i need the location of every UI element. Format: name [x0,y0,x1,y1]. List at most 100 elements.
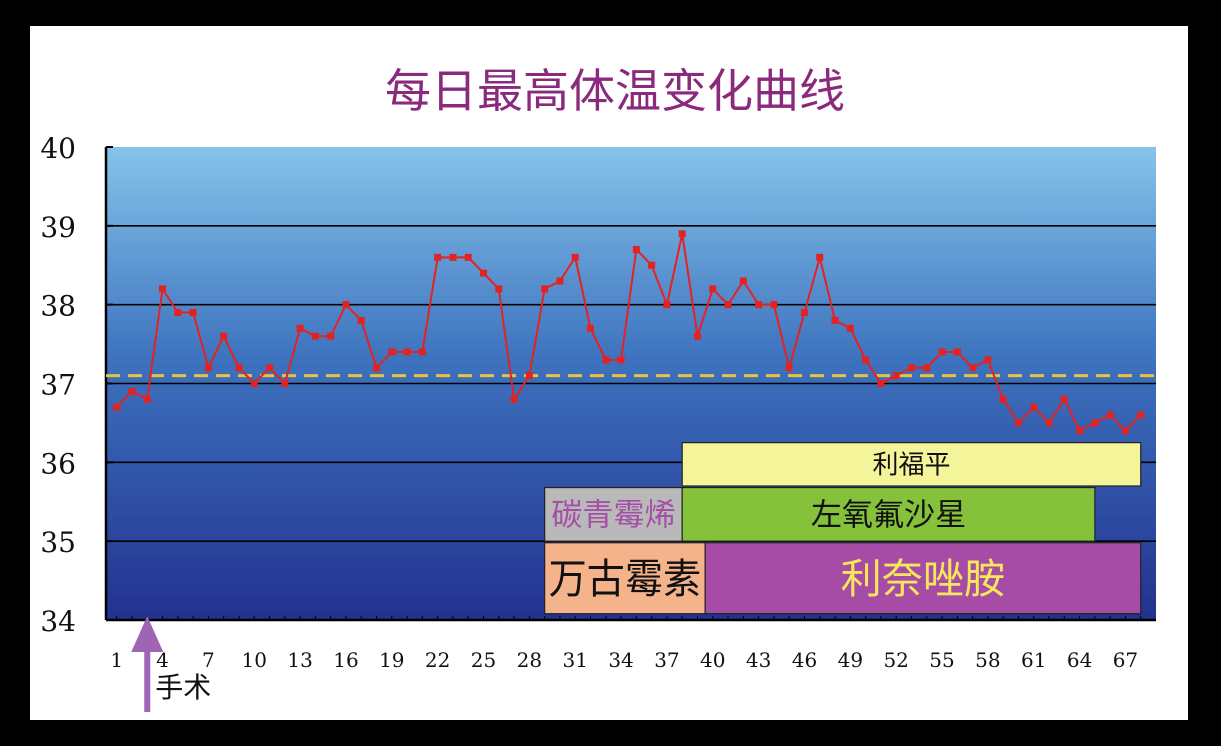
data-point [143,395,151,403]
data-point [1076,427,1084,435]
data-point [831,316,839,324]
drug-bar-fill [681,486,1096,542]
data-point [556,277,564,285]
data-point [770,301,778,309]
y-axis: 34 35 36 37 38 39 40 [40,132,113,638]
drug-bar-fill [681,442,1142,487]
data-point [525,372,533,380]
data-point [296,324,304,332]
data-point [617,356,625,364]
data-point [571,253,579,261]
data-point [663,301,671,309]
drug-bar: 利福平 [681,442,1142,487]
surgery-arrow-icon [131,616,164,652]
drug-bar: 左氧氟沙星 [681,486,1096,542]
x-tick-label: 10 [242,648,267,672]
data-point [999,395,1007,403]
data-point [281,380,289,387]
data-point [250,380,258,387]
drug-bar-fill [544,542,706,615]
data-point [235,364,243,372]
chart-title: 每日最高体温变化曲线 [385,64,845,118]
data-point [189,309,197,317]
temperature-chart: 每日最高体温变化曲线 34 35 36 37 38 39 40 1 4 7 10 13 16 19 22 2… [40,64,1156,712]
x-tick-label: 16 [333,648,358,672]
data-point [480,269,488,277]
data-point [327,332,335,340]
data-point [785,364,793,372]
data-point [373,364,381,372]
x-tick-label: 58 [975,648,1000,672]
data-point [311,332,319,340]
data-point [357,316,365,324]
data-point [464,253,472,261]
data-point [724,301,732,309]
data-point [816,253,824,261]
x-tick-label: 46 [792,648,817,672]
drug-bar-label: 左氧氟沙星 [811,498,966,534]
surgery-arrow-shaft [144,646,151,712]
data-point [969,364,977,372]
x-tick-label: 28 [517,648,542,672]
data-point [113,403,121,411]
data-point [953,348,961,356]
data-point [220,332,228,340]
x-tick-label: 52 [883,648,908,672]
data-point [678,230,686,238]
data-point [923,364,931,372]
x-tick-label: 34 [608,648,633,672]
data-point [495,285,503,293]
data-point [128,387,136,395]
x-tick-label: 67 [1113,648,1138,672]
x-tick-label: 37 [654,648,679,672]
data-point [418,348,426,356]
data-point [1121,427,1129,435]
x-tick-label: 55 [929,648,954,672]
data-point [984,356,992,364]
y-tick-label: 38 [40,290,76,323]
x-tick-label: 43 [746,648,771,672]
x-tick-label: 4 [156,648,169,672]
data-point [1137,411,1145,419]
x-tick-label: 49 [838,648,863,672]
data-point [877,380,885,387]
data-point [541,285,549,293]
x-tick-label: 25 [471,648,496,672]
data-point [907,364,915,372]
data-point [739,277,747,285]
data-point [510,395,518,403]
x-tick-label: 19 [379,648,404,672]
data-point [1091,419,1099,427]
x-axis: 1 4 7 10 13 16 19 22 25 28 31 34 37 40 43 46 49 52 55 58 61 6… [106,616,1156,672]
x-tick-label: 7 [202,648,215,672]
drug-bar-fill [704,542,1142,615]
data-point [1014,419,1022,427]
data-point [159,285,167,293]
chart-frame: 每日最高体温变化曲线 34 35 36 37 38 39 40 1 4 7 10 13 16 19 22 2… [30,26,1188,720]
x-tick-label: 13 [287,648,312,672]
data-point [709,285,717,293]
data-point [1045,419,1053,427]
y-tick-label: 36 [40,447,76,480]
data-point [204,364,212,372]
data-point [755,301,763,309]
annotations: 手术 [131,616,211,712]
x-tick-label: 22 [425,648,450,672]
surgery-label: 手术 [155,671,211,704]
x-tick-label: 40 [700,648,725,672]
data-point [1060,395,1068,403]
y-tick-label: 39 [40,211,76,244]
x-tick-label: 1 [110,648,123,672]
drug-bar: 万古霉素 [544,542,706,615]
series-layer [113,230,1145,435]
drug-bar-label: 利奈唑胺 [841,555,1006,603]
data-point [1106,411,1114,419]
data-point [449,253,457,261]
data-point [586,324,594,332]
data-point [174,309,182,317]
data-point [1030,403,1038,411]
drug-bar-label: 利福平 [872,451,950,481]
data-point [266,364,274,372]
data-point [846,324,854,332]
